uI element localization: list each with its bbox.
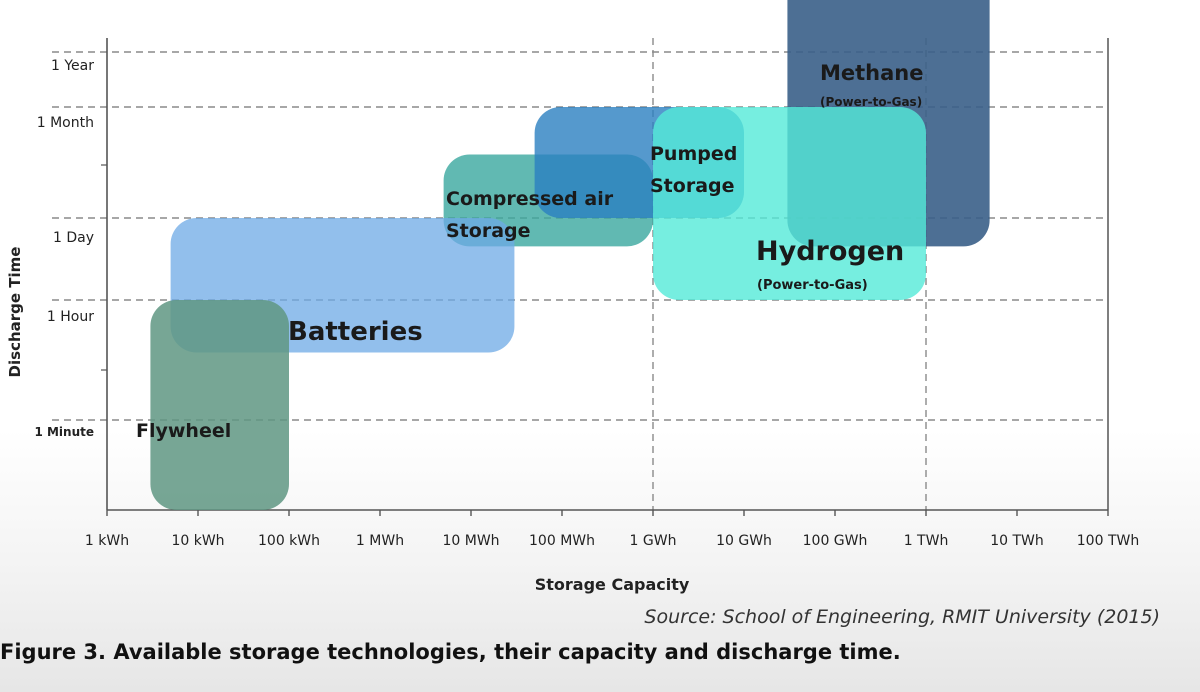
x-tick-label: 1 kWh — [85, 533, 129, 549]
label-hydrogen-sub: (Power-to-Gas) — [757, 278, 868, 293]
y-tick-label: 1 Minute — [34, 425, 94, 439]
figure-caption: Figure 3. Available storage technologies… — [0, 640, 901, 664]
label-batteries: Batteries — [288, 317, 423, 347]
x-tick-label: 10 GWh — [716, 533, 772, 549]
x-tick-label: 100 kWh — [258, 533, 320, 549]
y-tick-label: 1 Month — [37, 115, 94, 131]
x-tick-label: 10 MWh — [442, 533, 499, 549]
x-tick-label: 100 TWh — [1077, 533, 1139, 549]
label-methane-sub: (Power-to-Gas) — [820, 95, 922, 109]
x-tick-label: 10 kWh — [171, 533, 224, 549]
label-compressed-air-line1: Compressed air — [446, 188, 614, 210]
x-axis-title: Storage Capacity — [535, 575, 690, 594]
x-tick-label: 1 TWh — [904, 533, 949, 549]
x-tick-label: 1 MWh — [356, 533, 404, 549]
region-hydrogen — [653, 107, 926, 300]
y-tick-label: 1 Year — [51, 58, 94, 74]
x-tick-label: 1 GWh — [630, 533, 677, 549]
region-flywheel — [150, 300, 289, 510]
x-tick-label: 100 GWh — [803, 533, 868, 549]
label-pumped-storage-line2: Storage — [650, 175, 735, 197]
source-note: Source: School of Engineering, RMIT Univ… — [644, 606, 1160, 628]
y-tick-label: 1 Day — [53, 230, 94, 246]
y-axis-title: Discharge Time — [6, 247, 24, 378]
label-flywheel: Flywheel — [136, 420, 231, 442]
label-methane: Methane — [820, 61, 924, 85]
label-pumped-storage-line1: Pumped — [650, 143, 737, 165]
x-tick-label: 100 MWh — [529, 533, 595, 549]
chart: 1 kWh 10 kWh 100 kWh 1 MWh 10 MWh 100 MWh 1 GW… — [6, 0, 1139, 594]
label-compressed-air-line2: Storage — [446, 220, 531, 242]
x-tick-label: 10 TWh — [990, 533, 1044, 549]
y-tick-label: 1 Hour — [47, 309, 94, 325]
label-hydrogen: Hydrogen — [756, 236, 904, 267]
